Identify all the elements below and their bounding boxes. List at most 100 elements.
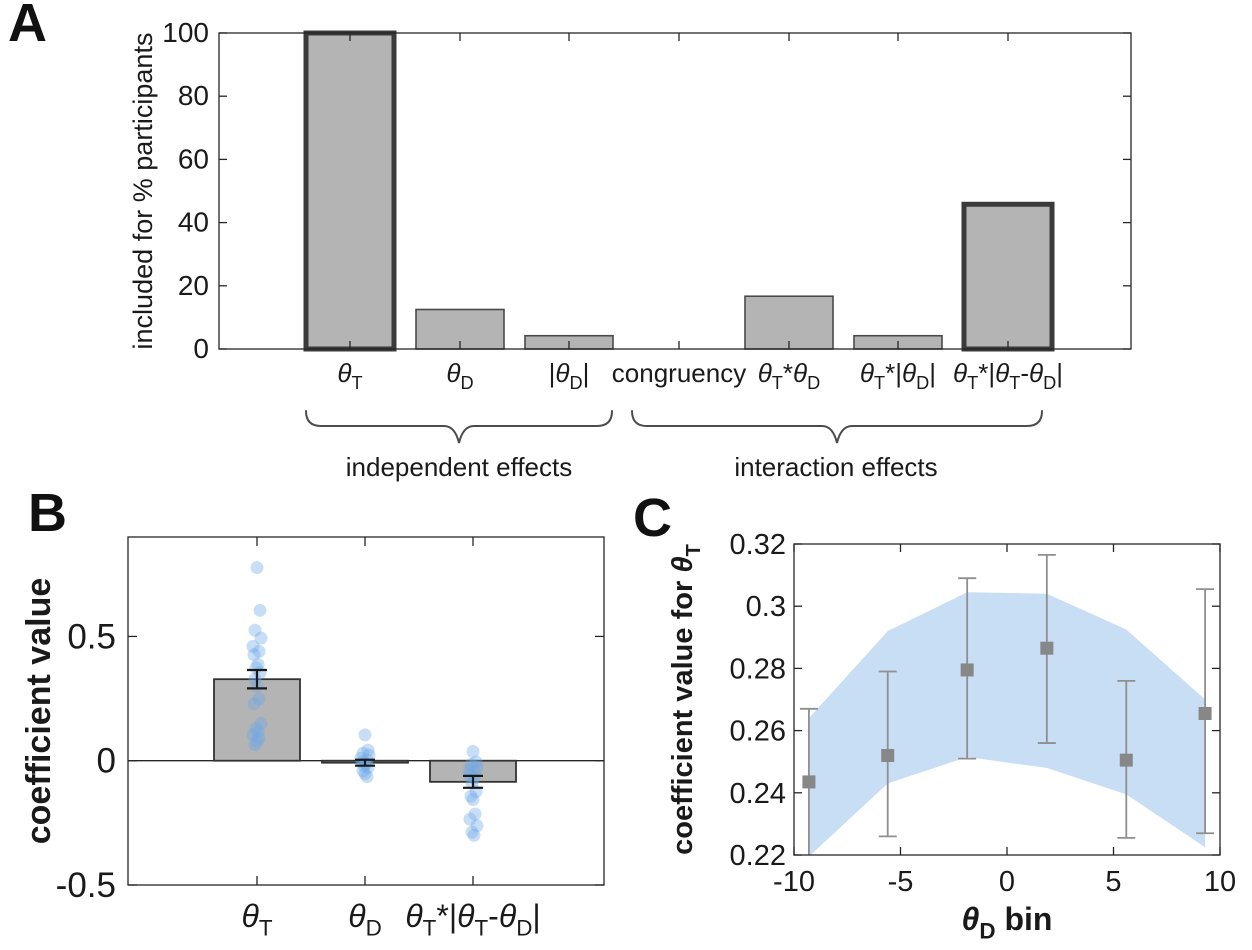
scatter-dot	[246, 728, 260, 742]
bar-6	[961, 201, 1055, 352]
xtick-label: -5	[888, 866, 914, 898]
ytick-label: 0.24	[730, 778, 786, 810]
scatter-dot	[247, 648, 261, 662]
panel-c-chart: 0.22 0.24 0.26 0.28 0.3 0.32 -10 -5 0 5 10 coeffici…	[667, 529, 1236, 944]
panel-b-letter: B	[28, 483, 67, 543]
confidence-band	[808, 592, 1206, 855]
panel-a-letter: A	[8, 0, 47, 53]
scatter-dot	[466, 745, 480, 759]
square-marker	[1040, 641, 1054, 655]
scatter-dot	[361, 743, 375, 757]
xtick-label: 10	[1204, 866, 1236, 898]
ytick-label: 0	[97, 742, 116, 781]
category-label: θT	[337, 358, 362, 393]
panel-a-chart: 0 20 40 60 80 100 θT θD |θD| congruency θT*θD θT*|θ…	[128, 17, 1132, 444]
ytick-label: -0.5	[56, 866, 116, 905]
scatter-dot	[254, 631, 268, 645]
ytick-label: 0.26	[730, 716, 786, 748]
group-label-independent-effects: independent effects	[345, 452, 573, 482]
panel-b-frame	[127, 536, 605, 886]
ytick-label: 20	[178, 270, 209, 301]
scatter-dot	[356, 746, 370, 760]
panel-c-markers	[802, 641, 1212, 789]
scatter-dot	[463, 812, 477, 826]
scatter-dot	[470, 819, 484, 833]
bar-0	[303, 30, 397, 352]
panel-b-scatter	[246, 561, 484, 842]
scatter-dot	[462, 763, 476, 777]
panel-b-ylabel: coefficient value	[20, 578, 58, 845]
scatter-dot	[467, 828, 481, 842]
category-label: congruency	[612, 358, 746, 388]
ytick-label: 0.22	[730, 840, 786, 872]
category-label: θT*|θT-θD|	[405, 898, 540, 941]
scatter-dot	[248, 738, 262, 752]
scatter-dot	[468, 807, 482, 821]
scatter-dot	[469, 755, 483, 769]
xtick-label: 0	[999, 866, 1015, 898]
square-marker	[881, 748, 895, 762]
ytick-label: 80	[178, 80, 209, 111]
scatter-dot	[251, 658, 265, 672]
square-marker	[802, 775, 816, 789]
scatter-dot	[464, 757, 478, 771]
scatter-dot	[252, 692, 266, 706]
square-marker	[1119, 753, 1133, 767]
scatter-dot	[250, 561, 264, 575]
panel-b-axes: 0.5 0 -0.5 θT θD θT*|θT-θD|	[56, 537, 604, 941]
scatter-dot	[358, 767, 372, 781]
group-brace	[631, 410, 1043, 444]
xtick-label: -10	[773, 866, 815, 898]
category-label: |θD|	[549, 358, 590, 393]
panel-c-axes: 0.22 0.24 0.26 0.28 0.3 0.32 -10 -5 0 5 10	[730, 529, 1237, 898]
scatter-dot	[465, 825, 479, 839]
panel-b-chart: 0.5 0 -0.5 θT θD θT*|θT-θD| coefficient value	[20, 536, 605, 941]
scatter-dot	[464, 789, 478, 803]
scatter-dot	[466, 792, 480, 806]
ytick-label: 0.5	[67, 617, 116, 656]
scatter-dot	[249, 721, 263, 735]
ytick-label: 100	[162, 17, 209, 48]
ytick-label: 0.28	[730, 653, 786, 685]
ytick-label: 0.32	[730, 529, 786, 561]
scatter-dot	[253, 603, 267, 617]
category-label: θD	[348, 898, 382, 941]
scatter-dot	[250, 735, 264, 749]
category-label: θT*θD	[758, 358, 821, 393]
panel-b-errorbars	[247, 668, 483, 789]
square-marker	[1198, 706, 1212, 720]
scatter-dot	[247, 697, 261, 711]
ytick-label: 0.3	[746, 591, 786, 623]
panel-c-xlabel: θD bin	[962, 901, 1053, 944]
ytick-label: 40	[178, 207, 209, 238]
scatter-dot	[252, 644, 266, 658]
xtick-label: 5	[1105, 866, 1121, 898]
category-label: θT*|θT-θD|	[953, 358, 1063, 393]
panel-a-axes: 0 20 40 60 80 100 θT θD |θD| congruency θT*θD θT*|θ…	[162, 17, 1131, 393]
panel-a-frame	[218, 32, 1132, 350]
group-brace	[305, 410, 613, 444]
scatter-dot	[356, 764, 370, 778]
scatter-dot	[358, 728, 372, 742]
panel-a-bars	[303, 30, 1055, 352]
panel-b-bars	[213, 678, 517, 783]
category-label: θT*|θD|	[860, 358, 936, 393]
scatter-dot	[254, 716, 268, 730]
panel-c-letter: C	[633, 488, 672, 548]
group-label-interaction-effects: interaction effects	[734, 452, 938, 482]
scatter-dot	[248, 672, 262, 686]
bar-4	[744, 295, 834, 350]
ytick-label: 0	[193, 333, 209, 364]
panel-a-ylabel: included for % participants	[128, 33, 158, 350]
panel-c-ylabel: coefficient value for θT	[667, 544, 705, 855]
category-label: θD	[446, 358, 473, 393]
scatter-dot	[360, 770, 374, 784]
scatter-dot	[251, 725, 265, 739]
ytick-label: 60	[178, 143, 209, 174]
scatter-dot	[470, 760, 484, 774]
scatter-dot	[246, 639, 260, 653]
bar-0	[213, 678, 301, 762]
category-label: θT	[241, 898, 272, 941]
